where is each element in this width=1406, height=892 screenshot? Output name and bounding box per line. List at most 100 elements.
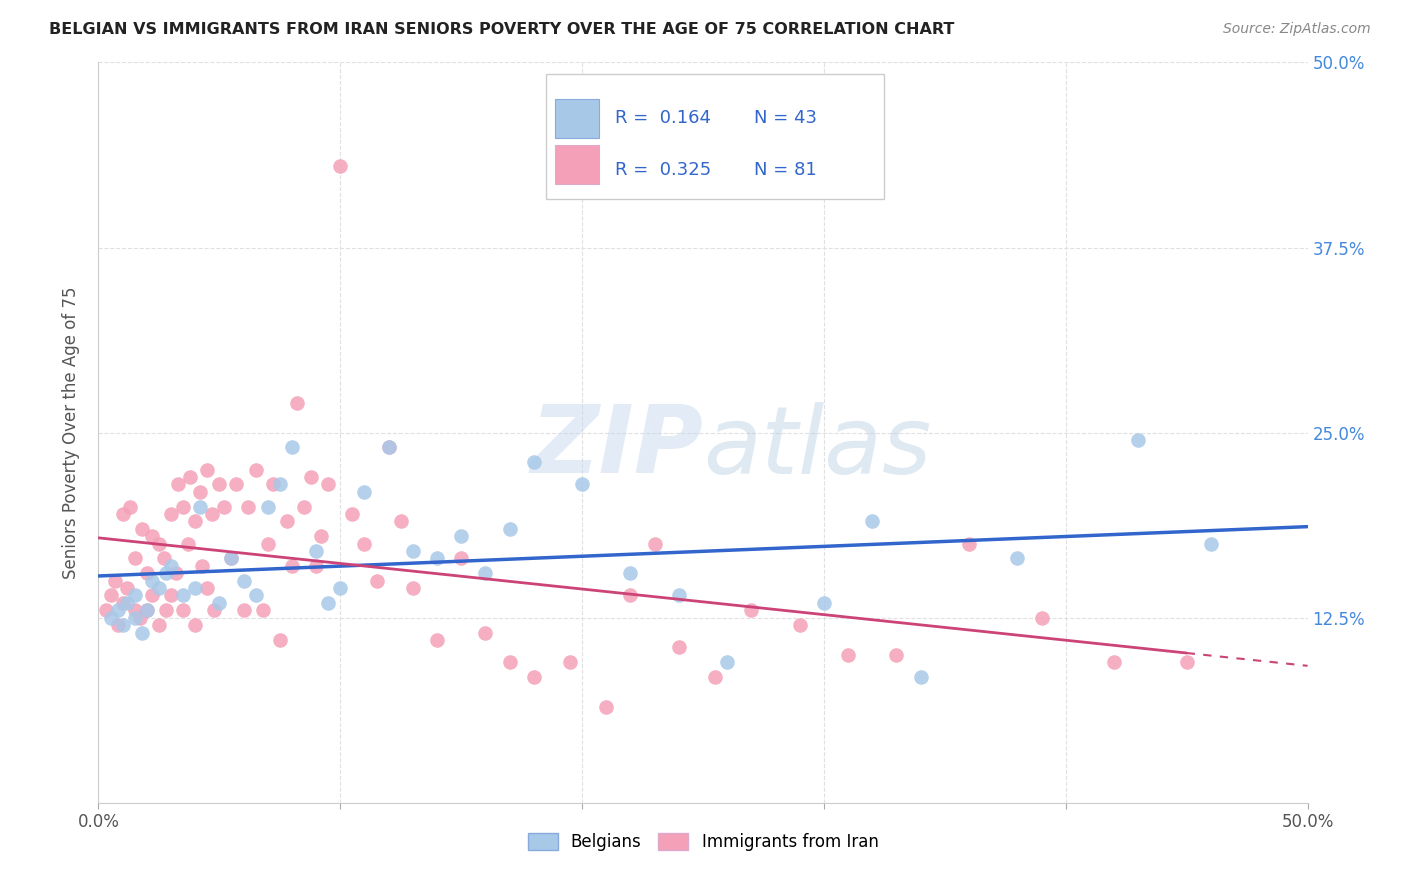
Text: atlas: atlas xyxy=(703,402,931,493)
Point xyxy=(172,589,194,603)
Point xyxy=(141,529,163,543)
Point xyxy=(117,581,139,595)
Point xyxy=(498,655,520,669)
Point xyxy=(232,603,254,617)
Point xyxy=(402,544,425,558)
Point xyxy=(245,589,267,603)
Point xyxy=(571,477,593,491)
Point xyxy=(184,581,207,595)
Point xyxy=(910,670,932,684)
Point xyxy=(305,558,328,573)
Point xyxy=(595,699,617,714)
Point xyxy=(329,581,352,595)
Point xyxy=(957,536,980,550)
Point xyxy=(141,589,163,603)
Point xyxy=(195,581,218,595)
Point xyxy=(160,558,183,573)
Point xyxy=(377,441,399,455)
Point xyxy=(837,648,859,662)
Point xyxy=(107,603,129,617)
Point xyxy=(1175,655,1198,669)
Point xyxy=(740,603,762,617)
Point xyxy=(111,618,134,632)
Point xyxy=(155,566,177,581)
Point xyxy=(1199,536,1222,550)
Point xyxy=(262,477,284,491)
Point xyxy=(131,522,153,536)
Point xyxy=(135,566,157,581)
Point xyxy=(201,507,224,521)
Point xyxy=(316,596,339,610)
Point xyxy=(366,574,388,588)
Point xyxy=(111,596,134,610)
Point xyxy=(813,596,835,610)
Point xyxy=(619,566,641,581)
Point xyxy=(619,589,641,603)
Point xyxy=(111,507,134,521)
Point xyxy=(148,618,170,632)
Point xyxy=(221,551,243,566)
Point xyxy=(172,500,194,514)
Point xyxy=(148,536,170,550)
Point xyxy=(124,603,146,617)
Point xyxy=(402,581,425,595)
Point xyxy=(148,581,170,595)
Point xyxy=(269,632,291,647)
Point xyxy=(474,566,496,581)
Point xyxy=(377,441,399,455)
Point xyxy=(221,551,243,566)
Point xyxy=(1031,610,1053,624)
Point xyxy=(523,670,546,684)
Point xyxy=(474,625,496,640)
Point xyxy=(329,159,352,173)
Point xyxy=(426,632,449,647)
Point xyxy=(172,603,194,617)
Point xyxy=(704,670,727,684)
Point xyxy=(124,610,146,624)
Point xyxy=(212,500,235,514)
FancyBboxPatch shape xyxy=(546,73,884,200)
Point xyxy=(238,500,260,514)
Text: N = 43: N = 43 xyxy=(754,109,817,127)
Point xyxy=(204,603,226,617)
Point xyxy=(498,522,520,536)
Text: R =  0.325: R = 0.325 xyxy=(614,161,711,178)
Point xyxy=(165,566,187,581)
FancyBboxPatch shape xyxy=(555,145,599,184)
Point xyxy=(353,536,375,550)
Point xyxy=(450,529,472,543)
Point xyxy=(1007,551,1029,566)
Point xyxy=(118,500,141,514)
Point xyxy=(128,610,150,624)
Point xyxy=(668,640,690,655)
Point xyxy=(152,551,174,566)
Point xyxy=(644,536,666,550)
Point xyxy=(305,544,328,558)
Point xyxy=(104,574,127,588)
Point xyxy=(141,574,163,588)
Point xyxy=(100,610,122,624)
Point xyxy=(177,536,200,550)
Point xyxy=(135,603,157,617)
Text: ZIP: ZIP xyxy=(530,401,703,493)
Point xyxy=(256,500,278,514)
Point xyxy=(285,396,308,410)
Text: BELGIAN VS IMMIGRANTS FROM IRAN SENIORS POVERTY OVER THE AGE OF 75 CORRELATION C: BELGIAN VS IMMIGRANTS FROM IRAN SENIORS … xyxy=(49,22,955,37)
Point xyxy=(281,558,304,573)
Point xyxy=(188,484,211,499)
Point xyxy=(155,603,177,617)
Point xyxy=(860,515,883,529)
Point xyxy=(450,551,472,566)
Point xyxy=(276,515,298,529)
Point xyxy=(426,551,449,566)
Point xyxy=(232,574,254,588)
Point xyxy=(299,470,322,484)
Point xyxy=(245,462,267,476)
Point xyxy=(1102,655,1125,669)
Point xyxy=(184,618,207,632)
Point xyxy=(179,470,201,484)
Text: N = 81: N = 81 xyxy=(754,161,817,178)
Point xyxy=(124,589,146,603)
Point xyxy=(256,536,278,550)
Point xyxy=(269,477,291,491)
